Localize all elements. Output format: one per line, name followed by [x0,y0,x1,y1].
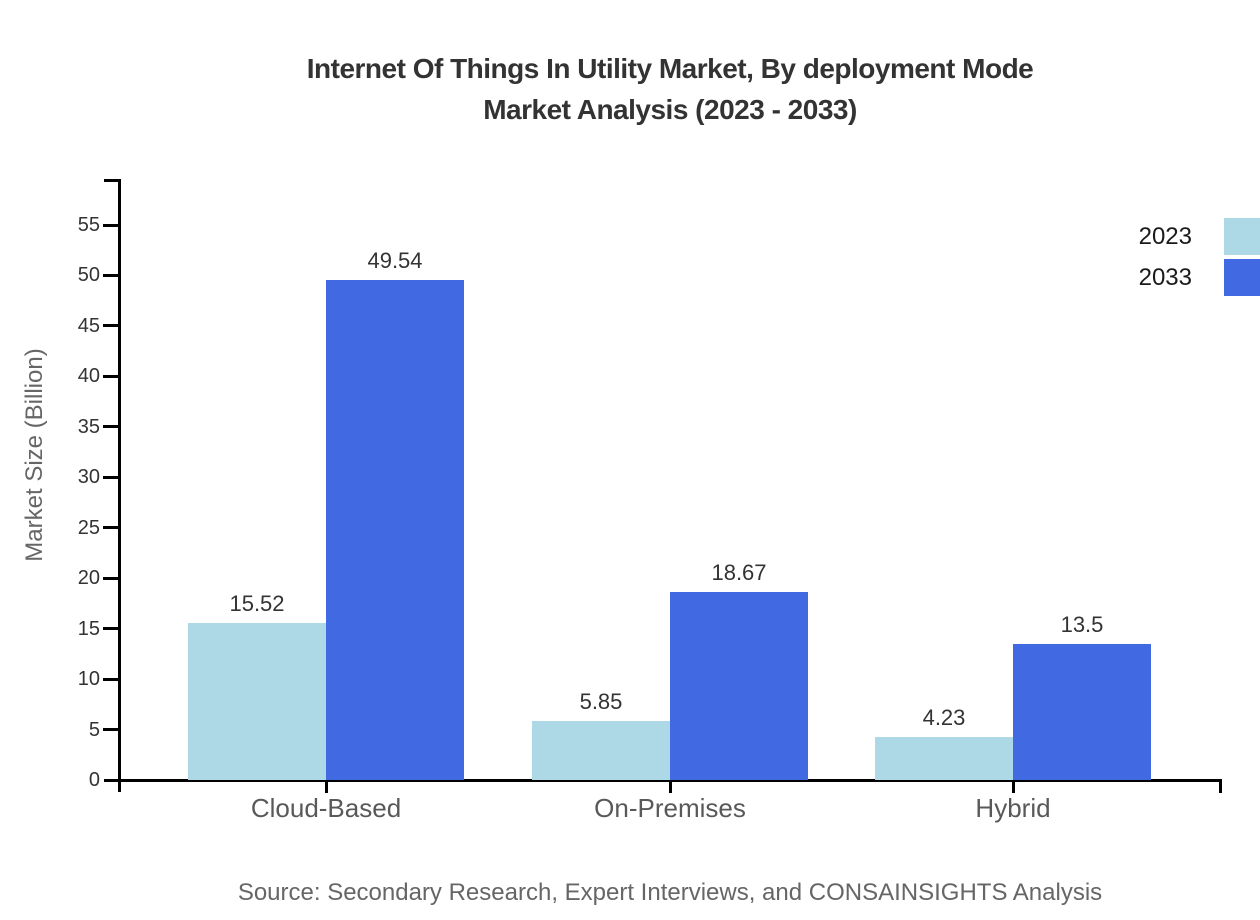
legend-label-2033: 2033 [1138,264,1192,291]
y-tick-label-10: 10 [77,668,100,691]
y-tick-label-25: 25 [77,516,100,539]
y-tick-5 [103,728,118,732]
bar-2023-on-premises [532,720,670,780]
y-axis-top-cap-tick [104,179,121,182]
bar-2023-hybrid [875,737,1013,780]
x-tick-on-premises [668,782,672,793]
y-tick-label-40: 40 [77,365,100,388]
y-tick-45 [103,324,118,328]
source-note: Source: Secondary Research, Expert Inter… [237,879,1103,906]
x-axis-line [104,779,1222,782]
legend-label-2023: 2023 [1138,223,1192,250]
y-tick-label-15: 15 [77,617,100,640]
value-label-2023-cloud-based: 15.52 [229,591,285,617]
x-tick-hybrid [1011,782,1015,793]
legend-item-2033[interactable]: 2033 [1139,259,1260,296]
y-tick-label-30: 30 [77,466,100,489]
y-tick-label-45: 45 [77,314,100,337]
y-tick-label-55: 55 [77,214,100,236]
bar-2033-cloud-based [326,280,464,780]
legend-swatch-2033-icon [1224,259,1260,296]
bar-2023-cloud-based [188,623,326,780]
legend-swatch-2023-icon [1224,218,1260,255]
y-tick-10 [103,677,118,681]
chart-title: Internet Of Things In Utility Market, By… [80,48,1260,130]
y-tick-25 [103,526,118,530]
chart-title-line1: Internet Of Things In Utility Market, By… [306,53,1034,84]
y-tick-label-50: 50 [77,264,100,287]
bar-2033-hybrid [1013,643,1151,780]
legend-item-2023[interactable]: 2023 [1139,218,1260,255]
y-tick-label-35: 35 [77,415,100,438]
y-axis-line [118,179,121,792]
y-tick-30 [103,475,118,479]
y-tick-label-20: 20 [77,567,100,590]
y-tick-40 [103,374,118,378]
bar-2033-on-premises [670,591,808,780]
y-tick-15 [103,627,118,631]
x-axis-end-tick [1219,782,1222,793]
y-tick-35 [103,425,118,429]
y-tick-label-5: 5 [88,718,100,741]
y-tick-55 [103,223,118,227]
y-tick-20 [103,576,118,580]
value-label-2023-on-premises: 5.85 [579,688,623,714]
value-label-2033-cloud-based: 49.54 [367,248,423,274]
chart-title-line2: Market Analysis (2023 - 2033) [483,94,857,125]
category-label-hybrid: Hybrid [975,793,1051,823]
y-tick-label-0: 0 [88,769,100,791]
value-label-2023-hybrid: 4.23 [922,705,966,731]
category-label-cloud-based: Cloud-Based [250,793,402,823]
category-label-on-premises: On-Premises [594,793,746,823]
x-tick-cloud-based [324,782,328,793]
value-label-2033-on-premises: 18.67 [711,559,767,585]
value-label-2033-hybrid: 13.5 [1060,611,1104,637]
y-tick-50 [103,273,118,277]
